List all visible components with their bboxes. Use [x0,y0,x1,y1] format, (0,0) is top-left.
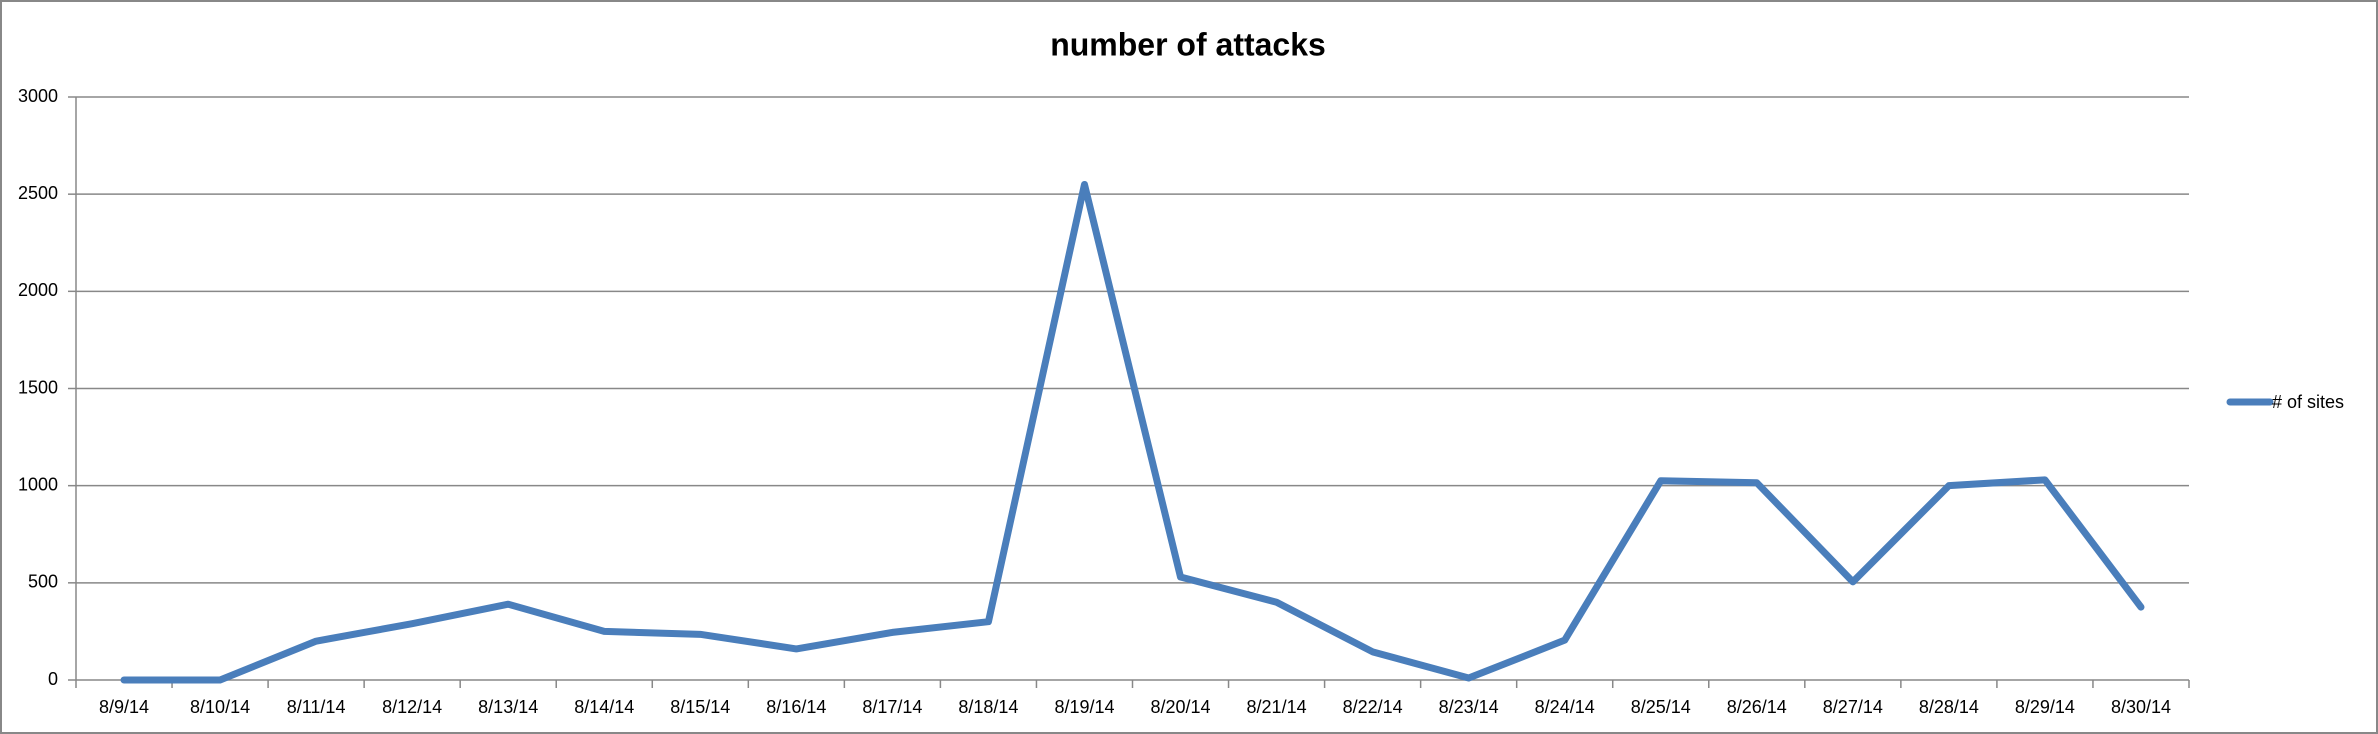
y-tick-label: 1000 [18,474,58,494]
x-tick-label: 8/18/14 [958,697,1018,717]
y-tick-label: 3000 [18,86,58,106]
x-tick-label: 8/14/14 [574,697,634,717]
x-tick-label: 8/19/14 [1054,697,1114,717]
x-tick-label: 8/10/14 [190,697,250,717]
x-tick-label: 8/24/14 [1535,697,1595,717]
legend-label: # of sites [2272,392,2344,412]
y-tick-label: 0 [48,669,58,689]
x-tick-label: 8/16/14 [766,697,826,717]
x-tick-label: 8/25/14 [1631,697,1691,717]
x-tick-label: 8/13/14 [478,697,538,717]
y-tick-label: 2500 [18,183,58,203]
x-tick-label: 8/20/14 [1150,697,1210,717]
x-tick-label: 8/22/14 [1343,697,1403,717]
x-tick-label: 8/27/14 [1823,697,1883,717]
x-tick-label: 8/23/14 [1439,697,1499,717]
line-series [120,180,2145,684]
x-tick-label: 8/17/14 [862,697,922,717]
x-tick-label: 8/12/14 [382,697,442,717]
x-tick-label: 8/11/14 [287,697,346,717]
y-tick-label: 2000 [18,280,58,300]
chart-title: number of attacks [1050,26,1326,62]
y-tick-label: 1500 [18,377,58,397]
x-tick-label: 8/29/14 [2015,697,2075,717]
x-tick-label: 8/21/14 [1247,697,1307,717]
x-tick-label: 8/30/14 [2111,697,2171,717]
x-tick-label: 8/15/14 [670,697,730,717]
y-tick-label: 500 [28,572,58,592]
x-tick-label: 8/26/14 [1727,697,1787,717]
x-tick-label: 8/9/14 [99,697,149,717]
x-tick-label: 8/28/14 [1919,697,1979,717]
